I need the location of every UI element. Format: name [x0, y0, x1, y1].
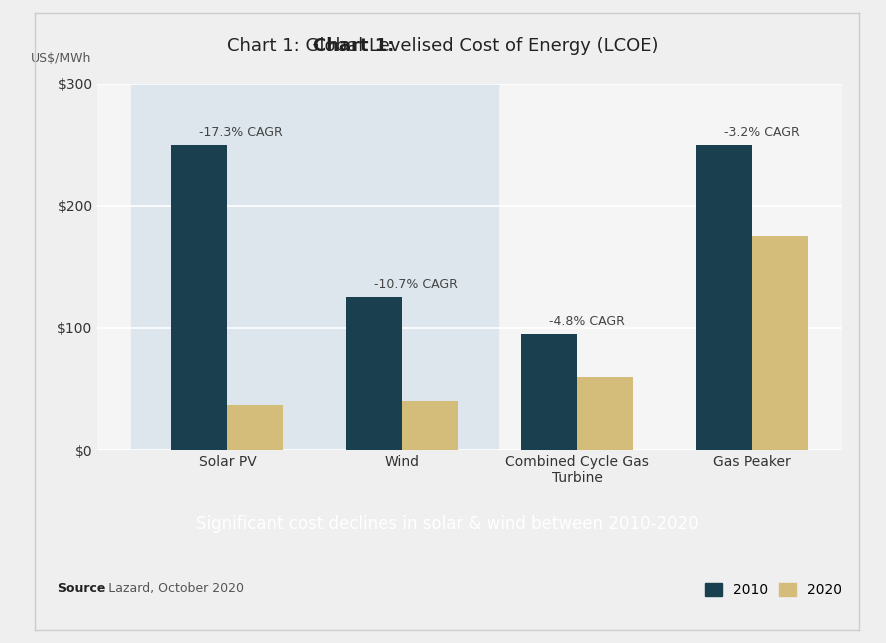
Bar — [172, 145, 228, 450]
Text: Chart 1:: Chart 1: — [313, 37, 394, 55]
Text: Significant cost declines in solar & wind between 2010-2020: Significant cost declines in solar & win… — [196, 515, 699, 533]
Text: -3.2% CAGR: -3.2% CAGR — [724, 125, 800, 139]
Bar — [752, 237, 808, 450]
Text: -17.3% CAGR: -17.3% CAGR — [199, 125, 284, 139]
Text: Source: Source — [58, 582, 106, 595]
Bar — [228, 405, 284, 450]
Text: -10.7% CAGR: -10.7% CAGR — [374, 278, 458, 291]
Legend: 2010, 2020: 2010, 2020 — [705, 583, 843, 597]
Bar — [346, 297, 402, 450]
Bar — [131, 84, 499, 450]
Bar — [696, 145, 752, 450]
Text: -4.8% CAGR: -4.8% CAGR — [549, 315, 625, 328]
Text: : Lazard, October 2020: : Lazard, October 2020 — [100, 582, 245, 595]
Bar — [577, 377, 633, 450]
Bar — [402, 401, 458, 450]
Text: Chart 1: Global Levelised Cost of Energy (LCOE): Chart 1: Global Levelised Cost of Energy… — [227, 37, 659, 55]
Bar — [521, 334, 577, 450]
Text: US$/MWh: US$/MWh — [30, 52, 91, 66]
